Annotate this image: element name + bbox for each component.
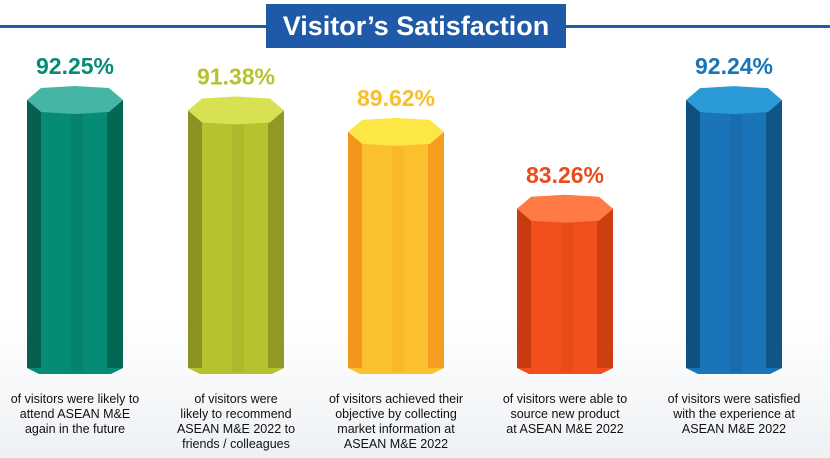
bar-body-2 bbox=[188, 110, 284, 374]
bar-right-face-1 bbox=[107, 100, 123, 368]
category-label-5: of visitors were satisfied with the exper… bbox=[668, 392, 801, 436]
bar-1 bbox=[27, 86, 123, 374]
bar-right-face-2 bbox=[268, 110, 284, 368]
category-label-4: of visitors were able to source new produ… bbox=[503, 392, 627, 436]
bar-top-2 bbox=[188, 96, 284, 125]
bar-body-5 bbox=[686, 100, 782, 374]
bar-mid-face-5 bbox=[730, 100, 742, 372]
bar-left-face-2 bbox=[188, 110, 202, 368]
bar-top-1 bbox=[27, 86, 123, 114]
bar-left-face-1 bbox=[27, 100, 41, 368]
bar-body-3 bbox=[348, 131, 444, 374]
value-label-4: 83.26% bbox=[526, 162, 604, 188]
bar-left-face-4 bbox=[517, 208, 531, 368]
bar-right-face-3 bbox=[428, 131, 444, 368]
bar-right-face-5 bbox=[766, 100, 782, 368]
bar-5 bbox=[686, 86, 782, 374]
bar-top-4 bbox=[517, 194, 613, 223]
bar-3 bbox=[348, 117, 444, 374]
category-label-1: of visitors were likely to attend ASEAN M… bbox=[11, 392, 140, 436]
bar-left-face-5 bbox=[686, 100, 700, 368]
bar-right-face-4 bbox=[597, 208, 613, 368]
value-label-3: 89.62% bbox=[357, 85, 435, 111]
bar-mid-face-4 bbox=[561, 208, 573, 372]
bar-left-face-3 bbox=[348, 131, 362, 368]
bar-mid-face-1 bbox=[71, 100, 83, 372]
category-label-3: of visitors achieved their objective by c… bbox=[329, 392, 463, 451]
value-label-1: 92.25% bbox=[36, 53, 114, 79]
chart-title: Visitor’s Satisfaction bbox=[266, 4, 566, 48]
bar-body-1 bbox=[27, 100, 123, 374]
bar-mid-face-2 bbox=[232, 110, 244, 372]
category-label-2: of visitors were likely to recommend ASEAN… bbox=[177, 392, 295, 451]
bar-top-5 bbox=[686, 86, 782, 115]
value-label-5: 92.24% bbox=[695, 53, 773, 79]
bar-4 bbox=[517, 194, 613, 374]
bar-2 bbox=[188, 96, 284, 374]
bar-top-3 bbox=[348, 117, 444, 146]
value-label-2: 91.38% bbox=[197, 64, 275, 90]
bar-mid-face-3 bbox=[392, 131, 404, 372]
bar-body-4 bbox=[517, 208, 613, 374]
